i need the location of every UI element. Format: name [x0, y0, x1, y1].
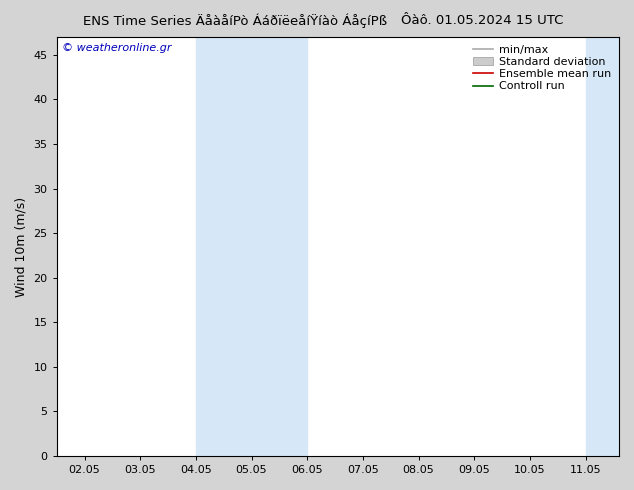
- Y-axis label: Wind 10m (m/s): Wind 10m (m/s): [15, 196, 28, 296]
- Legend: min/max, Standard deviation, Ensemble mean run, Controll run: min/max, Standard deviation, Ensemble me…: [471, 43, 614, 94]
- Bar: [586, 37, 619, 456]
- Bar: [196, 37, 307, 456]
- Text: © weatheronline.gr: © weatheronline.gr: [62, 43, 172, 53]
- Text: Ôàô. 01.05.2024 15 UTC: Ôàô. 01.05.2024 15 UTC: [401, 14, 563, 27]
- Text: ENS Time Series ÄåàåíPò ÁáðïëeåíŸíàò ÁåçíPß: ENS Time Series ÄåàåíPò ÁáðïëeåíŸíàò Áåç…: [82, 14, 387, 28]
